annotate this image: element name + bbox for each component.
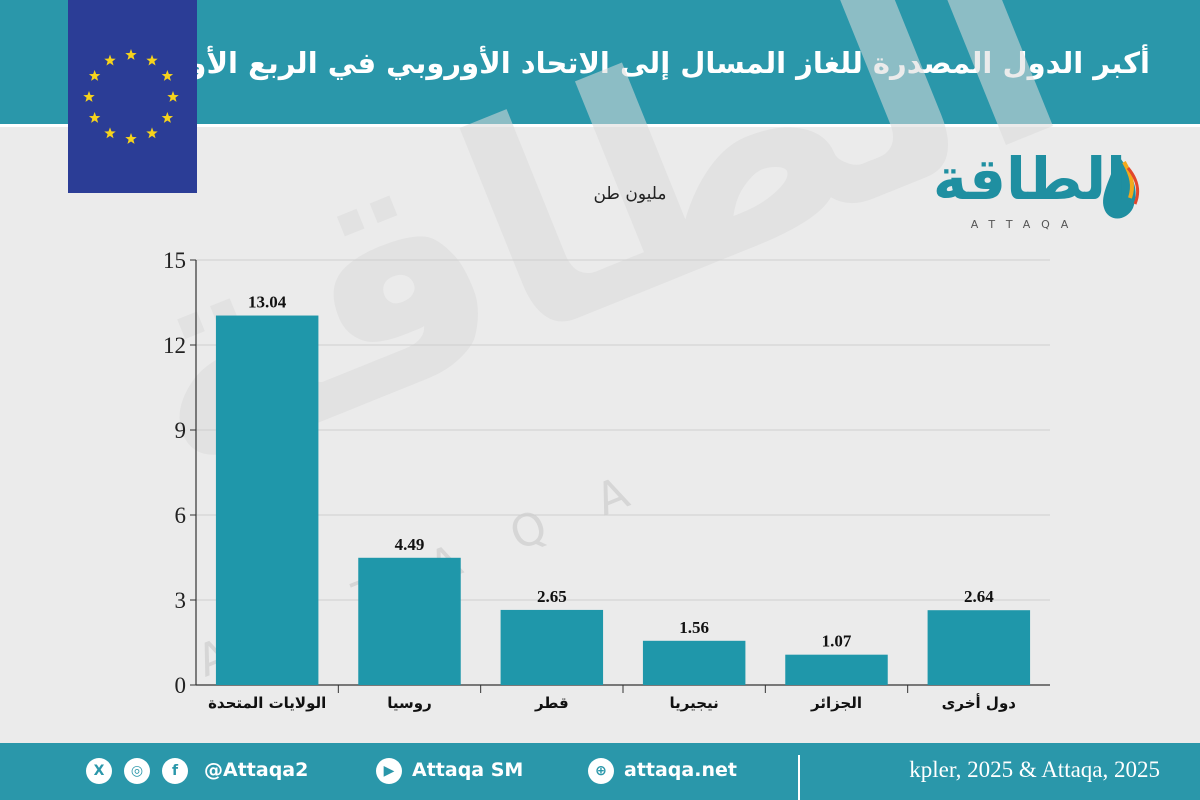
y-tick-label: 3 (175, 588, 187, 613)
y-tick-label: 9 (175, 418, 187, 443)
youtube-icon[interactable]: ▶ (376, 758, 402, 784)
facebook-icon[interactable]: f (162, 758, 188, 784)
globe-icon[interactable]: ⊕ (588, 758, 614, 784)
header-bar (0, 0, 1200, 124)
bar (358, 557, 461, 685)
flag-star-icon (167, 91, 179, 102)
social-handle[interactable]: @Attaqa2 (204, 759, 309, 781)
attaqa-logo-icon (1103, 155, 1140, 219)
x-tick-label: قطر (534, 694, 569, 712)
y-tick-label: 12 (163, 333, 186, 358)
eu-flag-icon (68, 0, 197, 193)
y-tick-label: 0 (175, 673, 187, 698)
x-tick-label: نيجيريا (670, 694, 719, 712)
flag-star-icon (83, 91, 95, 102)
x-tick-label: دول أخرى (942, 693, 1017, 712)
x-tick-label: الولايات المتحدة (208, 694, 326, 712)
instagram-icon[interactable]: ◎ (124, 758, 150, 784)
y-axis-unit-label: مليون طن (593, 184, 667, 204)
bar (500, 609, 604, 685)
flag-star-icon (161, 112, 174, 123)
data-label: 2.65 (537, 587, 567, 606)
bar (785, 654, 888, 685)
flag-star-icon (88, 112, 101, 123)
x-tick-label: روسيا (387, 694, 431, 712)
bar (642, 640, 746, 685)
footer-divider (798, 755, 800, 800)
y-tick-label: 6 (175, 503, 187, 528)
data-label: 1.07 (822, 632, 852, 651)
data-label: 13.04 (248, 293, 287, 312)
data-label: 1.56 (679, 618, 709, 637)
source-text: kpler, 2025 & Attaqa, 2025 (909, 757, 1160, 782)
flag-star-icon (161, 70, 174, 81)
flag-star-icon (125, 49, 137, 60)
data-label: 4.49 (395, 535, 425, 554)
bar (215, 315, 319, 685)
flag-star-icon (104, 127, 116, 139)
flag-star-icon (146, 127, 158, 139)
bar (927, 610, 1031, 685)
flag-star-icon (104, 54, 116, 66)
x-tick-label: الجزائر (810, 694, 862, 712)
flag-star-icon (125, 133, 137, 144)
data-label: 2.64 (964, 587, 994, 606)
website-link[interactable]: attaqa.net (624, 759, 737, 781)
flag-star-icon (88, 70, 101, 81)
youtube-link[interactable]: Attaqa SM (412, 759, 524, 781)
header-divider (0, 124, 1200, 127)
flag-star-icon (146, 54, 158, 66)
logo-arabic-text: الطاقة (932, 145, 1126, 213)
x-icon[interactable]: X (86, 758, 112, 784)
y-tick-label: 15 (163, 248, 186, 273)
logo-latin-text: ATTAQA (970, 218, 1080, 231)
footer-bar: kpler, 2025 & Attaqa, 2025 ⊕ attaqa.net … (0, 743, 1200, 800)
bar-chart: 0 3 6 9 12 15 13.04 الولايات المتحدة 4.49 روسيا 2.… (163, 248, 1050, 712)
